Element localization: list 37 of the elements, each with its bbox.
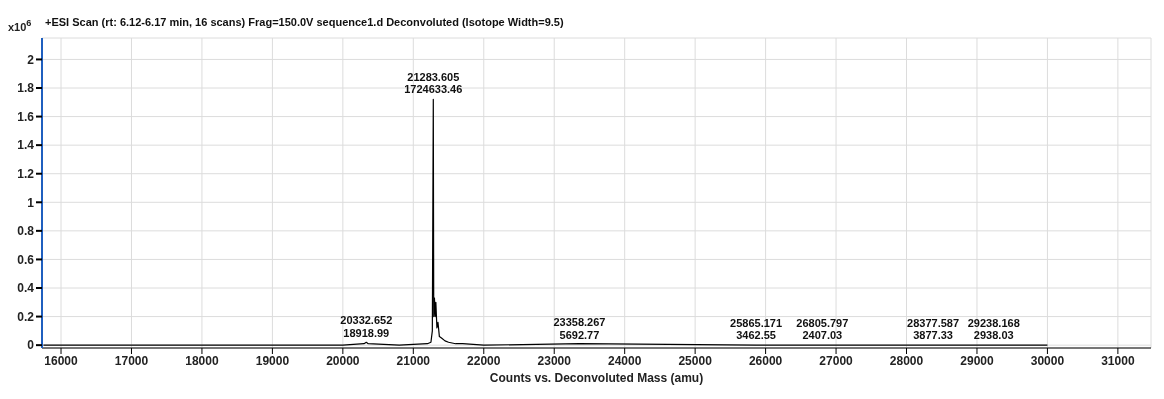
y-axis-title: x10$^{6}$ [8,18,32,33]
y-tick-label: 0.4 [17,281,35,296]
annotation: 28377.587 3877.33 [907,316,960,342]
y-tick-label: 1 [27,195,35,210]
y-tick-label: 0.8 [17,224,35,239]
annotation: 20332.652 18918.99 [340,314,393,340]
annotation: 25865.171 3462.55 [730,316,783,342]
chart-title: +ESI Scan (rt: 6.12-6.17 min, 16 scans) Frag=150.0V sequence1.d Deconvoluted (Isotope Width=9.5) [45,16,564,28]
x-axis-title: Counts vs. Deconvoluted Mass (amu) [489,371,704,386]
annotation: 21283.605 1724633.46 [404,70,463,96]
annotation: 29238.168 2938.03 [967,316,1020,342]
annotation: 23358.267 5692.77 [553,316,606,342]
x-tick-label: 21000 [396,353,431,368]
y-tick-label: 1.2 [17,166,35,181]
x-tick-label: 17000 [114,353,149,368]
x-tick-label: 30000 [1030,353,1065,368]
x-tick-label: 24000 [608,353,642,368]
y-tick-label: 2 [27,52,35,67]
y-tick-label: 1.8 [17,81,35,96]
x-tick-label: 25000 [678,353,713,368]
y-tick-label: 1.6 [17,109,35,124]
x-tick-label: 31000 [1101,353,1135,368]
x-tick-label: 26000 [748,353,783,368]
x-tick-label: 20000 [326,353,360,368]
x-tick-label: 27000 [819,353,854,368]
y-tick-label: 0.6 [17,252,35,267]
x-tick-label: 28000 [889,353,924,368]
y-tick-label: 0 [27,338,35,353]
x-tick-label: 29000 [960,353,994,368]
x-tick-label: 22000 [467,353,501,368]
y-tick-label: 1.4 [17,138,35,153]
x-tick-label: 19000 [255,353,290,368]
annotation: 26805.797 2407.03 [796,316,849,342]
x-tick-label: 16000 [44,353,79,368]
y-tick-label: 0.2 [17,309,35,324]
x-tick-label: 23000 [537,353,572,368]
x-tick-label: 18000 [185,353,219,368]
